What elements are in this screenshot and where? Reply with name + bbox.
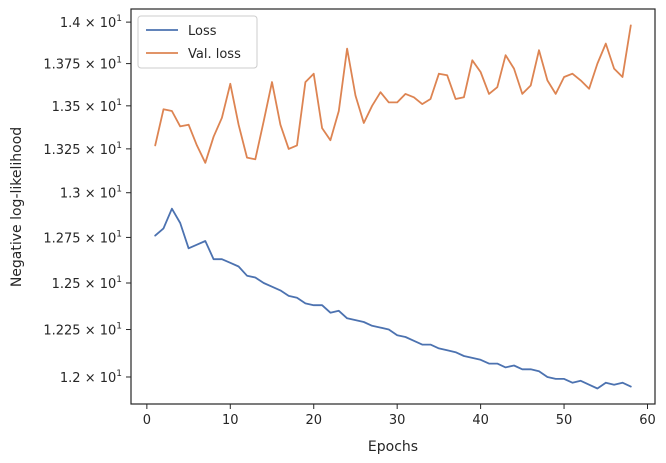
- legend-label-loss: Loss: [188, 24, 217, 39]
- y-tick-label: 1.2 × 101: [60, 369, 122, 386]
- legend-label-val-loss: Val. loss: [188, 47, 241, 62]
- x-tick-label: 60: [639, 413, 656, 428]
- y-tick-label: 1.225 × 101: [43, 322, 122, 339]
- y-tick-label: 1.325 × 101: [43, 141, 122, 158]
- y-tick-label: 1.375 × 101: [43, 56, 122, 73]
- y-tick-label: 1.4 × 101: [60, 14, 122, 31]
- x-tick-label: 40: [472, 413, 489, 428]
- legend-box: [137, 15, 258, 69]
- y-tick-label: 1.25 × 101: [52, 275, 122, 292]
- x-tick-label: 20: [305, 413, 322, 428]
- y-ticks: 1.2 × 101 1.225 × 101 1.25 × 101 1.275 × 10…: [43, 14, 131, 386]
- x-tick-label: 0: [143, 413, 151, 428]
- y-tick-label: 1.35 × 101: [52, 98, 122, 115]
- x-axis-label: Epochs: [368, 439, 418, 455]
- series-layer: [154, 24, 632, 390]
- x-tick-label: 50: [556, 413, 573, 428]
- legend: Loss Val. loss: [137, 15, 258, 69]
- plot-frame: [130, 8, 656, 405]
- y-tick-label: 1.275 × 101: [43, 229, 122, 246]
- y-axis-label: Negative log-likelihood: [9, 127, 25, 287]
- y-tick-label: 1.3 × 101: [60, 185, 122, 202]
- series-line-val-loss: [154, 24, 632, 164]
- x-ticks: 0 10 20 30 40 50 60: [143, 404, 656, 428]
- x-tick-label: 10: [222, 413, 239, 428]
- series-line-loss: [154, 207, 632, 390]
- x-tick-label: 30: [389, 413, 406, 428]
